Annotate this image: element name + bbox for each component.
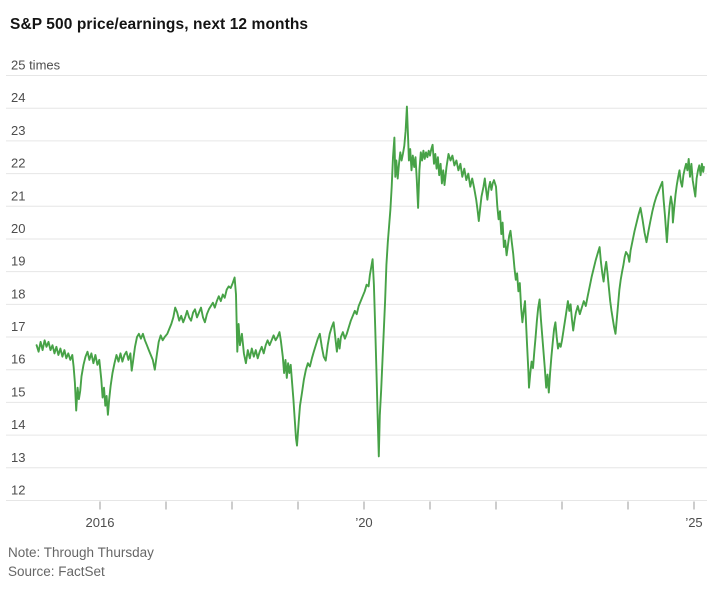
x-tick-label: ’20 (355, 515, 372, 530)
y-tick-label: 18 (11, 286, 25, 301)
pe-ratio-series-line (35, 105, 705, 458)
y-tick-label: 23 (11, 123, 25, 138)
y-tick-label: 19 (11, 254, 25, 269)
x-tick-label: ’25 (685, 515, 702, 530)
y-tick-label: 13 (11, 450, 25, 465)
y-tick-label: 25 times (11, 58, 61, 73)
y-tick-label: 16 (11, 352, 25, 367)
y-tick-label: 17 (11, 319, 25, 334)
chart-source: Source: FactSet (8, 564, 105, 579)
chart-note: Note: Through Thursday (8, 545, 154, 560)
y-tick-label: 24 (11, 90, 25, 105)
chart-footnotes: Note: Through Thursday Source: FactSet (8, 543, 154, 581)
y-tick-label: 20 (11, 221, 25, 236)
y-tick-label: 12 (11, 483, 25, 498)
y-tick-label: 21 (11, 188, 25, 203)
y-tick-label: 15 (11, 384, 25, 399)
y-tick-label: 14 (11, 417, 25, 432)
chart-title: S&P 500 price/earnings, next 12 months (10, 16, 309, 33)
x-tick-label: 2016 (86, 515, 115, 530)
y-tick-label: 22 (11, 156, 25, 171)
